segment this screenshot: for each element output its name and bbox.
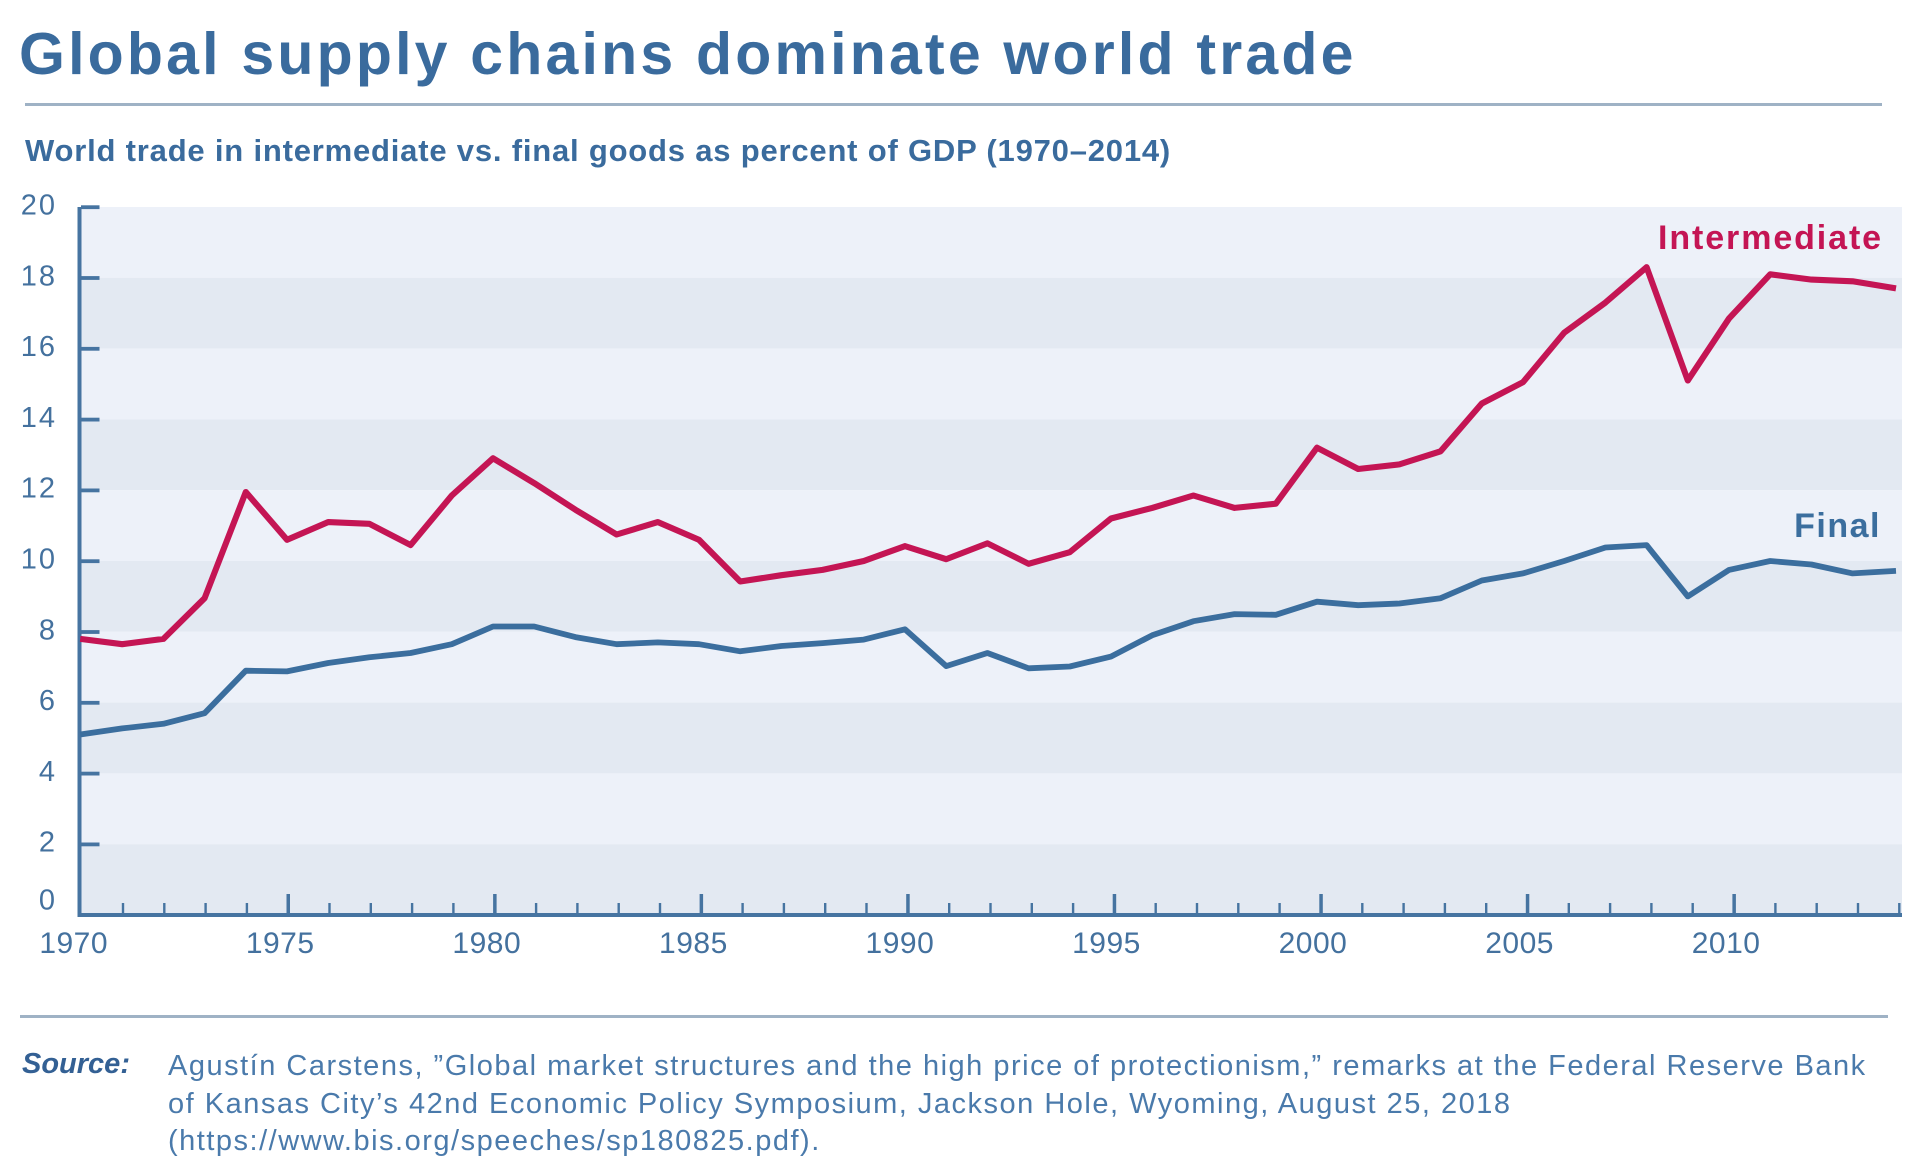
svg-text:20: 20 — [21, 190, 57, 222]
svg-text:0: 0 — [39, 885, 57, 917]
svg-text:18: 18 — [21, 260, 57, 292]
svg-text:1995: 1995 — [1072, 927, 1141, 960]
svg-text:4: 4 — [39, 756, 57, 788]
svg-text:16: 16 — [21, 331, 57, 363]
svg-text:14: 14 — [21, 402, 57, 434]
svg-text:2005: 2005 — [1485, 927, 1554, 960]
svg-text:1975: 1975 — [246, 927, 315, 960]
svg-text:1970: 1970 — [39, 927, 108, 960]
svg-text:2010: 2010 — [1692, 927, 1761, 960]
svg-text:1980: 1980 — [452, 927, 521, 960]
svg-text:12: 12 — [21, 473, 57, 505]
svg-text:8: 8 — [39, 614, 57, 646]
svg-text:10: 10 — [21, 544, 57, 576]
svg-text:1985: 1985 — [659, 927, 728, 960]
svg-text:6: 6 — [39, 685, 57, 717]
svg-text:2000: 2000 — [1279, 927, 1348, 960]
svg-text:Final: Final — [1794, 507, 1881, 545]
svg-text:1990: 1990 — [866, 927, 935, 960]
svg-text:Intermediate: Intermediate — [1658, 219, 1883, 257]
svg-text:2: 2 — [39, 827, 57, 859]
